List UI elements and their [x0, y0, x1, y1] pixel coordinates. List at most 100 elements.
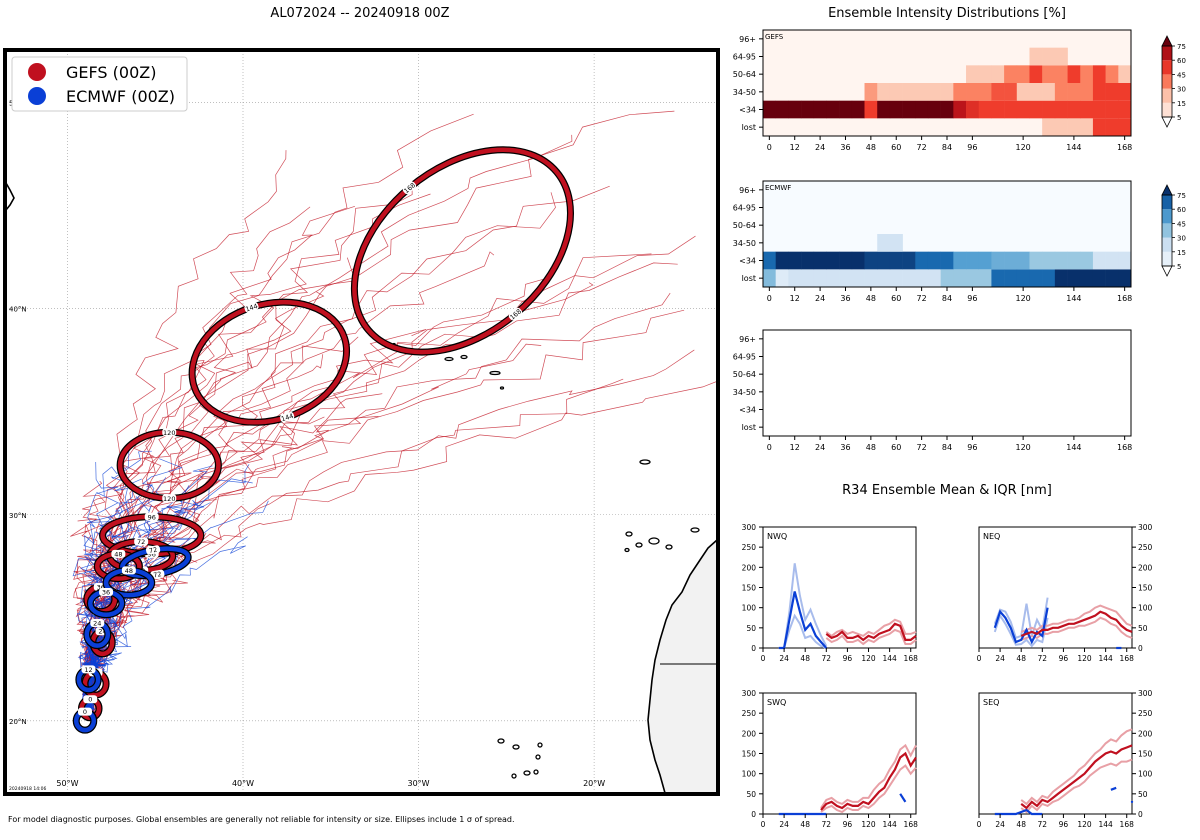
ellipse-label-bg — [244, 302, 259, 313]
colorbars: 5 15 30 45 60 75 5 15 30 45 60 75 — [1161, 35, 1186, 277]
heatmap-cell — [1118, 251, 1132, 270]
heatmap-cell — [1080, 100, 1094, 119]
legend-ecmwf-marker — [28, 87, 46, 105]
heatmap-cell — [1004, 65, 1018, 83]
heatmap-cell — [851, 269, 865, 287]
heatmap-cell — [1105, 100, 1119, 119]
ecmwf-ellipse-48h: 48 — [102, 566, 156, 599]
colorbar-tick-label: 60 — [1177, 57, 1186, 65]
colorbar-tick-label: 75 — [1177, 43, 1186, 51]
heatmap-cell — [1054, 65, 1068, 83]
heatmap-cell — [1105, 65, 1119, 83]
heatmap-cell — [1105, 269, 1119, 287]
legend-box — [11, 56, 188, 112]
heatmap-cell — [889, 251, 903, 270]
r34-xtick-label: 24 — [779, 820, 789, 829]
heatmap-cell — [1080, 83, 1094, 101]
r34-panel-nwq: NWQ 0 24 48 72 96 120 144 168 0 50 100 150 200 250 300 — [742, 523, 918, 663]
r34-ytick-label: 200 — [1138, 563, 1153, 572]
r34-xtick-label: 144 — [1098, 820, 1113, 829]
heatmap-cell — [1029, 269, 1043, 287]
heatmap-cell — [927, 251, 941, 270]
heatmap-row-label: <34 — [739, 106, 756, 115]
heatmap-cell — [864, 100, 878, 119]
heatmap-cell — [966, 251, 980, 270]
r34-ytick-label: 150 — [742, 750, 757, 759]
heatmap-cell — [966, 100, 980, 119]
heatmap-cell — [889, 269, 903, 287]
r34-series-line — [1020, 744, 1133, 810]
r34-ytick-label: 50 — [1138, 790, 1148, 799]
heatmap-xtick-label: 120 — [1015, 443, 1030, 452]
heatmap-xtick-label: 168 — [1117, 294, 1132, 303]
heatmap-xtick-label: 168 — [1117, 443, 1132, 452]
heatmap-cell — [1092, 100, 1106, 119]
ellipse-hour-label: 24 — [93, 619, 101, 627]
ellipse-hour-label: 24 — [98, 628, 106, 636]
heatmap-cell — [1054, 100, 1068, 119]
r34-quadrant-label: NEQ — [983, 532, 1000, 541]
heatmap-cell — [775, 100, 789, 119]
ellipse-hour-label: 72 — [148, 546, 158, 555]
heatmap-cell — [1118, 118, 1132, 136]
heatmap-xtick-label: 72 — [917, 143, 927, 152]
heatmap-cell — [953, 83, 967, 101]
r34-xtick-label: 48 — [1016, 654, 1026, 663]
r34-ytick-label: 250 — [1138, 543, 1153, 552]
gefs-ellipse-144h: 144 144 — [188, 298, 351, 426]
footer-note: For model diagnostic purposes. Global en… — [8, 815, 515, 824]
r34-ytick-label: 100 — [1138, 770, 1153, 779]
heatmap-cell — [1029, 251, 1043, 270]
colorbar-segment — [1162, 209, 1172, 224]
heatmap-cell — [927, 83, 941, 101]
colorbar-segment — [1162, 223, 1172, 238]
r34-xtick-label: 24 — [995, 820, 1005, 829]
r34-quadrant-label: SEQ — [983, 698, 999, 707]
colorbar-segment — [1162, 88, 1172, 103]
heatmap-row-label: 96+ — [739, 186, 756, 195]
r34-series-line — [825, 622, 917, 642]
heatmap-cell — [1067, 118, 1081, 136]
map-title: AL072024 -- 20240918 00Z — [270, 6, 449, 21]
heatmap-cell — [775, 251, 789, 270]
colorbar-segment — [1162, 102, 1172, 117]
heatmap-cell — [1016, 100, 1030, 119]
r34-xtick-label: 120 — [861, 820, 876, 829]
r34-series-line — [820, 751, 917, 811]
r34-xtick-label: 96 — [843, 820, 853, 829]
heatmap-cell — [902, 269, 916, 287]
heatmap-frame — [762, 329, 1132, 437]
r34-ytick-label: 300 — [742, 689, 757, 698]
r34-series-line — [820, 764, 917, 814]
heatmap-xtick-label: 84 — [942, 294, 952, 303]
heatmap-cell — [763, 251, 776, 270]
r34-ytick-label: 50 — [746, 790, 756, 799]
heatmap-xtick-label: 168 — [1117, 143, 1132, 152]
r34-xtick-label: 72 — [822, 654, 832, 663]
heatmap-xtick-label: 0 — [767, 143, 772, 152]
r34-xtick-label: 168 — [904, 654, 919, 663]
heatmap-cell — [877, 234, 891, 252]
heatmap-xtick-label: 120 — [1015, 294, 1030, 303]
spread-ellipses: 1681681441441201209696727248362412072724… — [72, 146, 574, 734]
heatmap-xtick-label: 48 — [866, 294, 876, 303]
heatmap-cell — [877, 269, 891, 287]
colorbar-min-arrow — [1161, 265, 1173, 277]
colorbar-tick-label: 5 — [1177, 114, 1181, 122]
ellipse-hour-label: 144 — [245, 302, 259, 313]
heatmap-xtick-label: 120 — [1015, 143, 1030, 152]
heatmap-cell — [864, 269, 878, 287]
gefs-ellipse-48h: 48 — [93, 549, 143, 583]
colorbar-max-arrow — [1161, 35, 1173, 47]
africa-land — [648, 540, 717, 793]
heatmap-cell — [1016, 65, 1030, 83]
r34-xtick-label: 168 — [904, 820, 919, 829]
map-tick-lon: 20°W — [583, 779, 605, 788]
colorbar-segment — [1162, 237, 1172, 252]
heatmap-cell — [1054, 83, 1068, 101]
colorbar-tick-label: 75 — [1177, 192, 1186, 200]
ecmwf-ellipse-12h: 12 — [75, 665, 102, 694]
r34-frame — [762, 692, 917, 815]
heatmap-cell — [1118, 65, 1132, 83]
